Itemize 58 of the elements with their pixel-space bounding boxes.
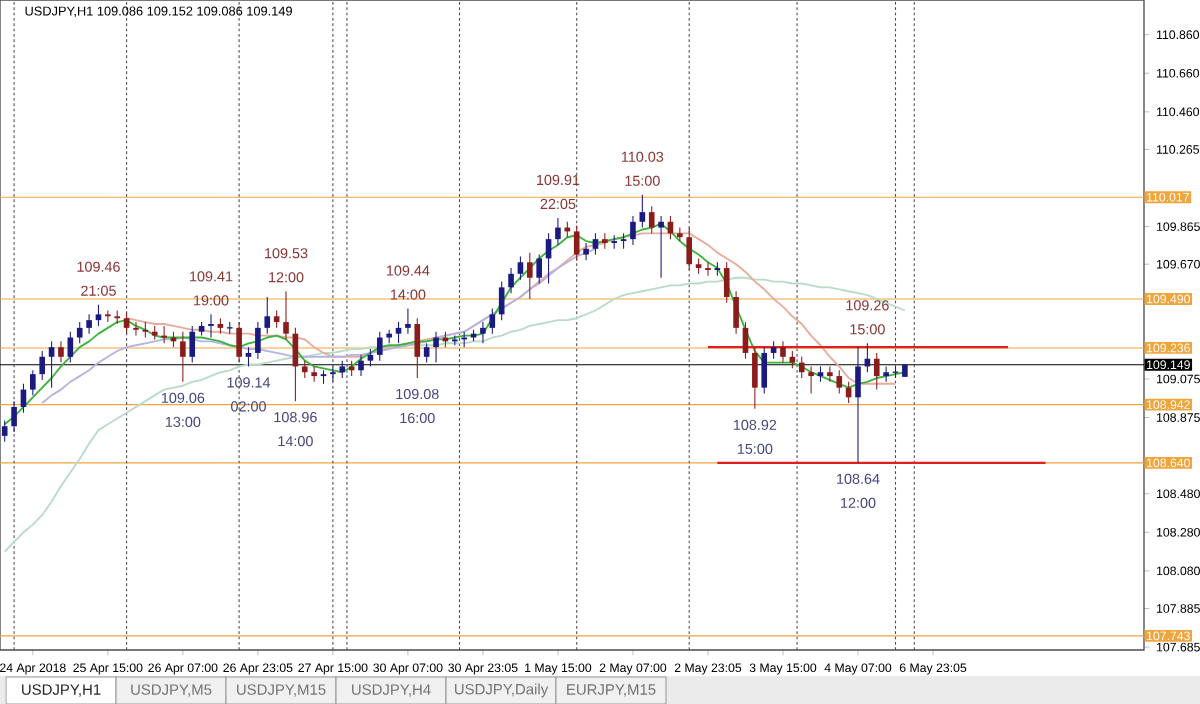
candlestick	[536, 254, 542, 285]
candlestick	[180, 331, 186, 383]
candlestick	[798, 356, 805, 379]
candlestick	[76, 321, 83, 344]
candlestick	[30, 369, 36, 396]
candlestick	[1, 419, 8, 443]
candlestick	[808, 365, 814, 394]
candlestick	[873, 352, 880, 391]
candlestick	[395, 321, 402, 344]
candlestick	[780, 340, 786, 364]
candlestick	[752, 346, 758, 410]
candlestick	[508, 267, 514, 294]
candlestick	[827, 365, 833, 383]
candlestick	[480, 321, 486, 344]
candlestick	[11, 400, 17, 433]
candlestick	[517, 255, 524, 281]
candlestick	[705, 261, 711, 277]
candlestick	[358, 354, 364, 377]
candlestick	[855, 346, 861, 464]
candlestick	[592, 232, 599, 256]
candlestick	[555, 217, 561, 246]
candlestick	[123, 311, 130, 335]
candlestick	[236, 321, 242, 364]
candlestick	[527, 252, 533, 300]
candlestick	[48, 340, 55, 389]
candlestick	[264, 296, 271, 335]
candlestick	[255, 321, 261, 360]
candlestick	[433, 331, 439, 364]
candlestick	[208, 313, 214, 339]
candlestick	[376, 331, 383, 362]
candlestick	[573, 225, 580, 261]
candlestick	[648, 205, 655, 234]
candlestick	[489, 308, 496, 335]
candlestick	[330, 365, 336, 383]
candlestick	[105, 309, 111, 323]
candlestick	[58, 340, 64, 364]
candlestick	[658, 215, 664, 279]
candlestick	[583, 242, 589, 261]
candlestick	[836, 369, 843, 394]
candlestick	[189, 325, 196, 364]
candlestick	[414, 317, 421, 379]
candlestick	[423, 342, 430, 364]
candlestick	[86, 313, 92, 335]
candlestick	[733, 290, 739, 335]
candlestick	[630, 215, 636, 246]
candlestick	[283, 290, 289, 340]
candlestick	[95, 304, 102, 327]
candlestick	[723, 261, 730, 304]
candlestick	[639, 194, 646, 229]
candlestick	[883, 365, 889, 383]
candlestick	[245, 346, 252, 367]
candlestick	[311, 365, 317, 383]
candlestick	[161, 325, 167, 344]
candlestick	[761, 346, 768, 394]
candlestick	[39, 350, 46, 381]
candlestick	[405, 308, 411, 335]
candlestick	[133, 321, 139, 337]
candlestick	[686, 227, 693, 271]
